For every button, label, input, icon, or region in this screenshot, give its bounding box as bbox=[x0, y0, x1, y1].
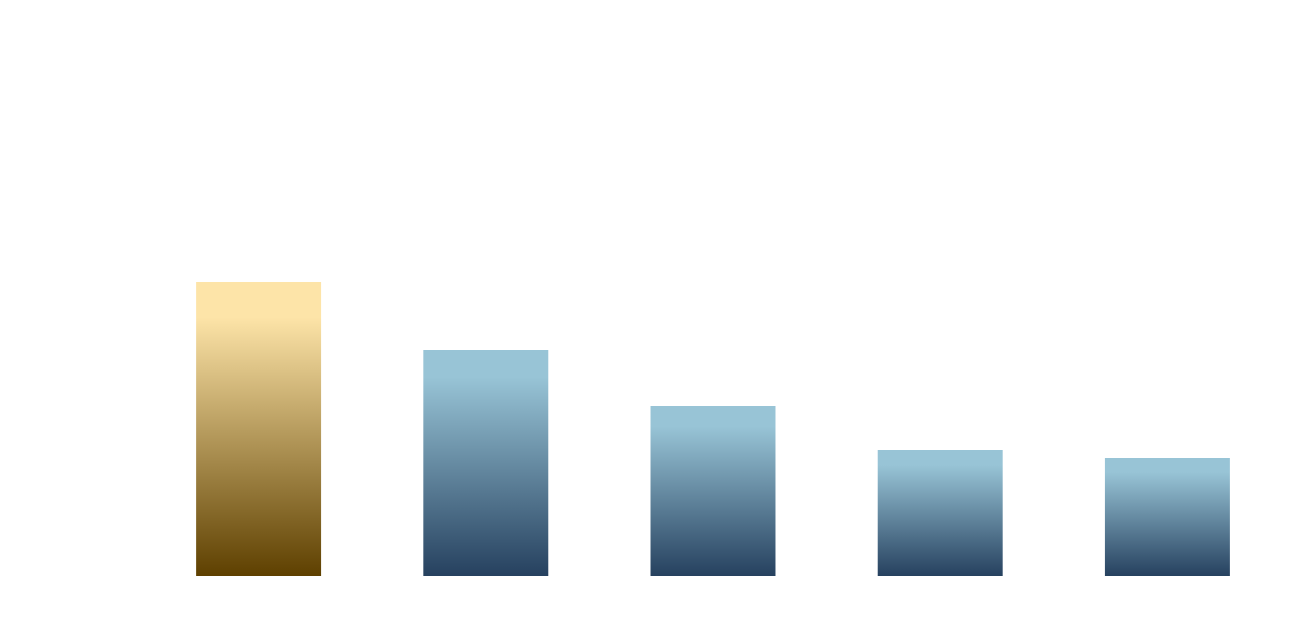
bar bbox=[877, 450, 1003, 576]
bar bbox=[650, 406, 776, 576]
bar bbox=[196, 282, 322, 576]
bar bbox=[423, 350, 549, 576]
bar bbox=[1104, 458, 1230, 576]
